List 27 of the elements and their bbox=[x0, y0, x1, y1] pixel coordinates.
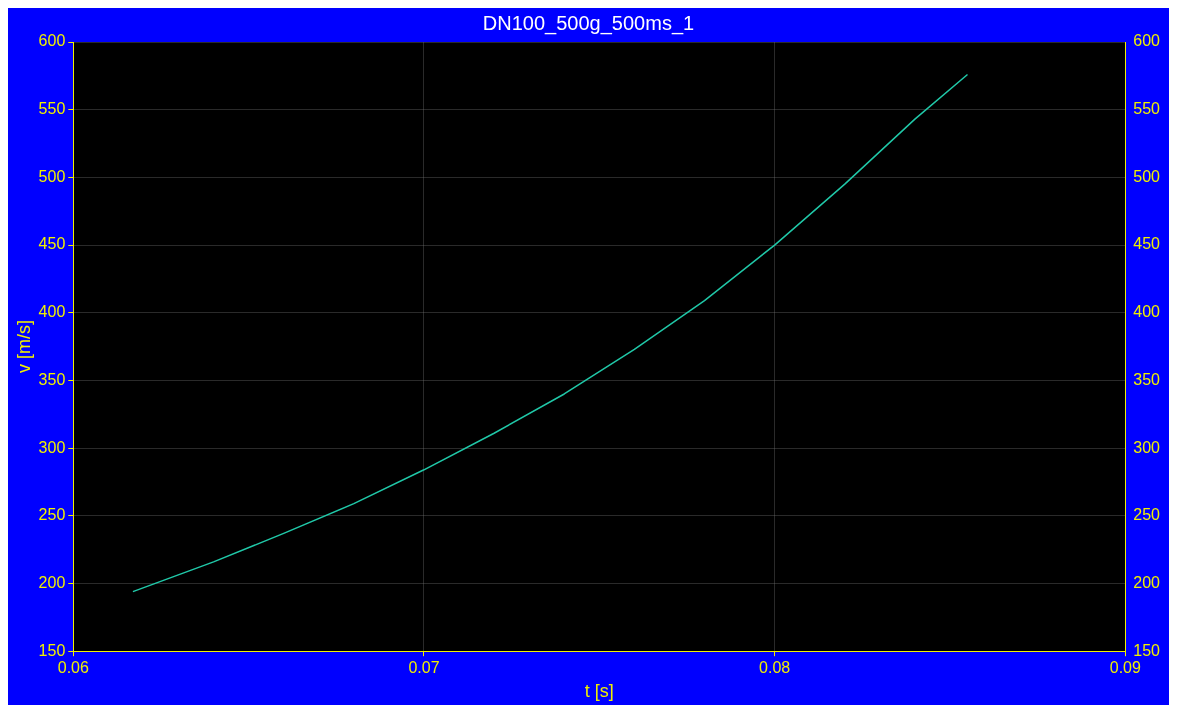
y-tick-label: 150 bbox=[38, 641, 66, 659]
chart-title: DN100_500g_500ms_1 bbox=[482, 11, 695, 35]
y2-tick-label: 600 bbox=[1133, 32, 1161, 50]
x-tick-label: 0.06 bbox=[57, 659, 89, 677]
y2-tick-label: 200 bbox=[1133, 573, 1161, 591]
y-axis-title: v [m/s] bbox=[13, 320, 34, 374]
y2-tick-label: 550 bbox=[1133, 100, 1161, 118]
x-tick-label: 0.09 bbox=[1109, 659, 1141, 677]
y-tick-label: 350 bbox=[38, 370, 66, 388]
y2-tick-label: 300 bbox=[1133, 438, 1161, 456]
y2-tick-label: 150 bbox=[1133, 641, 1161, 659]
y-tick-label: 500 bbox=[38, 167, 66, 185]
x-tick-label: 0.08 bbox=[759, 659, 791, 677]
y-tick-label: 200 bbox=[38, 573, 66, 591]
x-axis-title: t [s] bbox=[584, 681, 614, 702]
x-tick-label: 0.07 bbox=[408, 659, 440, 677]
y2-tick-label: 450 bbox=[1133, 235, 1161, 253]
y-tick-label: 600 bbox=[38, 32, 66, 50]
y2-tick-label: 250 bbox=[1133, 506, 1161, 524]
y2-tick-label: 500 bbox=[1133, 167, 1161, 185]
y2-tick-label: 400 bbox=[1133, 303, 1161, 321]
y-tick-label: 300 bbox=[38, 438, 66, 456]
y-tick-label: 550 bbox=[38, 100, 66, 118]
y-tick-label: 250 bbox=[38, 506, 66, 524]
y-tick-label: 400 bbox=[38, 303, 66, 321]
y2-tick-label: 350 bbox=[1133, 370, 1161, 388]
y-tick-label: 450 bbox=[38, 235, 66, 253]
